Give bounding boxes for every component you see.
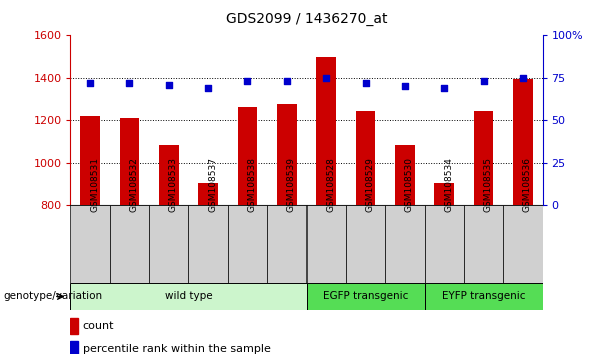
Point <box>243 79 253 84</box>
Text: EGFP transgenic: EGFP transgenic <box>323 291 408 302</box>
Bar <box>267 205 306 283</box>
Bar <box>464 205 503 283</box>
Point <box>479 79 489 84</box>
Text: percentile rank within the sample: percentile rank within the sample <box>83 344 270 354</box>
Text: GSM108532: GSM108532 <box>129 157 139 212</box>
Bar <box>435 183 454 205</box>
Bar <box>395 145 414 205</box>
Bar <box>513 79 533 205</box>
Point <box>85 80 95 86</box>
Text: GSM108534: GSM108534 <box>444 157 453 212</box>
Bar <box>189 205 228 283</box>
Bar <box>70 341 78 354</box>
Text: EYFP transgenic: EYFP transgenic <box>442 291 525 302</box>
Point <box>400 84 409 89</box>
Bar <box>316 57 336 205</box>
Text: GSM108536: GSM108536 <box>523 156 532 212</box>
Bar <box>424 205 464 283</box>
Text: genotype/variation: genotype/variation <box>3 291 102 302</box>
Bar <box>385 205 424 283</box>
Text: wild type: wild type <box>165 291 212 302</box>
Point <box>204 85 213 91</box>
Text: GSM108528: GSM108528 <box>326 157 335 212</box>
Bar <box>306 205 346 283</box>
Point <box>360 80 370 86</box>
Bar <box>199 183 218 205</box>
Bar <box>228 205 267 283</box>
Text: GSM108539: GSM108539 <box>287 156 296 212</box>
Bar <box>70 283 306 310</box>
Point <box>124 80 134 86</box>
Point <box>440 85 449 91</box>
Bar <box>120 118 139 205</box>
Bar <box>474 111 493 205</box>
Text: count: count <box>83 321 114 331</box>
Bar <box>149 205 189 283</box>
Bar <box>277 104 297 205</box>
Point <box>164 82 173 87</box>
Bar <box>80 116 100 205</box>
Bar <box>110 205 149 283</box>
Point <box>321 75 331 81</box>
Bar <box>159 145 178 205</box>
Bar <box>70 318 78 334</box>
Bar <box>424 283 543 310</box>
Text: GSM108538: GSM108538 <box>248 156 256 212</box>
Text: GSM108537: GSM108537 <box>208 156 217 212</box>
Point <box>282 79 292 84</box>
Text: GDS2099 / 1436270_at: GDS2099 / 1436270_at <box>226 12 387 27</box>
Bar <box>70 205 110 283</box>
Text: GSM108530: GSM108530 <box>405 156 414 212</box>
Bar <box>346 205 385 283</box>
Point <box>518 75 528 81</box>
Text: GSM108529: GSM108529 <box>365 157 375 212</box>
Text: GSM108531: GSM108531 <box>90 156 99 212</box>
Bar <box>503 205 543 283</box>
Text: GSM108535: GSM108535 <box>484 156 492 212</box>
Bar <box>306 283 424 310</box>
Text: GSM108533: GSM108533 <box>169 156 178 212</box>
Bar <box>356 111 375 205</box>
Bar <box>238 107 257 205</box>
